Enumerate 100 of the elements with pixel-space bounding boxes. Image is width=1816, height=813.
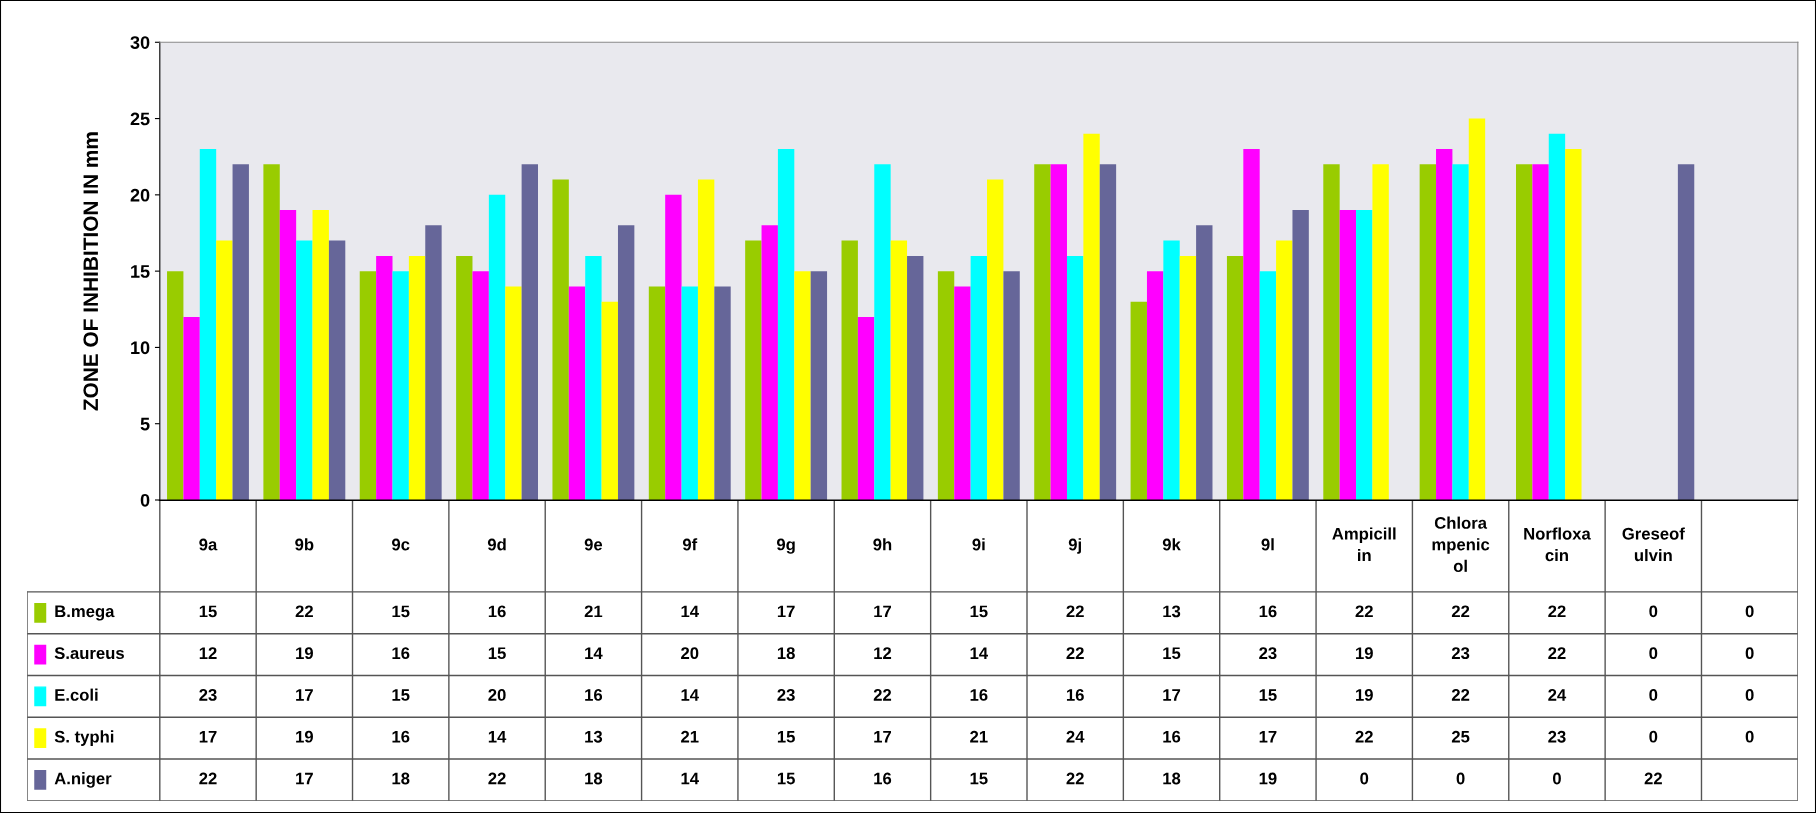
bar: [1179, 255, 1197, 500]
data-label: 15: [777, 772, 795, 785]
data-label: 15: [488, 647, 506, 660]
bar: [408, 255, 426, 500]
data-label: 0: [1745, 605, 1754, 618]
bar: [1292, 210, 1309, 500]
x-tick-label: 9h: [873, 538, 892, 551]
bar: [937, 271, 955, 500]
legend-label: A.niger: [54, 772, 112, 788]
bar: [714, 286, 731, 500]
bar: [601, 301, 618, 500]
data-label: 24: [1548, 689, 1567, 701]
y-tick-label: 30: [130, 36, 150, 50]
x-tick-label: 9f: [682, 538, 698, 551]
data-label: 17: [1163, 689, 1181, 701]
bar: [376, 255, 393, 500]
data-label: 0: [1745, 647, 1754, 660]
bar: [232, 164, 249, 500]
data-label: 0: [1552, 772, 1561, 785]
data-label: 22: [1355, 730, 1373, 743]
data-label: 15: [777, 730, 795, 743]
bar: [1050, 164, 1067, 500]
bar: [777, 149, 795, 500]
bar: [1099, 164, 1117, 500]
legend-label: E.coli: [55, 688, 98, 701]
y-tick-label: 0: [140, 493, 150, 507]
bar: [183, 316, 200, 500]
bar: [841, 240, 858, 500]
data-label: 22: [873, 689, 892, 701]
y-tick-label: 5: [140, 417, 150, 431]
bar: [907, 255, 924, 500]
x-tick-label: 9b: [295, 538, 314, 551]
data-label: 0: [1360, 772, 1369, 785]
data-label: 21: [970, 730, 988, 743]
bar: [1196, 225, 1213, 500]
bar: [987, 179, 1004, 500]
data-label: 16: [392, 647, 410, 660]
data-label: 22: [1066, 647, 1084, 659]
data-label: 0: [1649, 730, 1658, 743]
bar: [1146, 271, 1164, 500]
bar: [697, 179, 715, 500]
bar: [392, 271, 409, 500]
data-label: 17: [296, 689, 313, 701]
x-tick-label: 9i: [972, 538, 985, 551]
data-label: 17: [874, 730, 892, 743]
bar: [425, 225, 442, 500]
data-label: 14: [970, 647, 988, 659]
x-tick-label: 9c: [392, 538, 410, 551]
x-tick-label: 9g: [776, 538, 795, 554]
data-label: 22: [1644, 772, 1662, 785]
data-label: 15: [392, 689, 410, 701]
bar: [456, 255, 473, 500]
data-label: 14: [681, 689, 699, 701]
bar: [1419, 164, 1437, 500]
data-label: 14: [681, 772, 699, 785]
x-tick-label: 9d: [487, 538, 506, 551]
data-label: 15: [1163, 647, 1181, 660]
bar: [488, 194, 506, 500]
bar: [1130, 301, 1147, 500]
bar: [279, 210, 297, 500]
data-label: 22: [199, 772, 217, 785]
bar: [216, 240, 233, 500]
legend-label: S.aureus: [54, 647, 124, 660]
bar: [472, 271, 489, 500]
bar: [745, 240, 762, 500]
data-label: 18: [777, 647, 795, 660]
bar: [1066, 255, 1084, 500]
data-label: 19: [1356, 647, 1373, 660]
data-label: 0: [1649, 647, 1658, 660]
data-label: 13: [1163, 605, 1181, 618]
x-tick-label: 9k: [1162, 538, 1181, 551]
data-label: 16: [585, 689, 603, 701]
data-label: 15: [970, 605, 988, 618]
data-label: 15: [970, 772, 988, 785]
data-label: 22: [1548, 605, 1566, 618]
data-label: 19: [296, 730, 313, 743]
bar: [1516, 164, 1533, 500]
bar: [1259, 271, 1277, 500]
bar: [1083, 133, 1100, 500]
data-label: 17: [296, 772, 313, 785]
bar: [312, 210, 329, 500]
bar: [890, 240, 908, 500]
bar: [681, 286, 698, 500]
bar: [1003, 271, 1020, 500]
data-label: 0: [1745, 730, 1754, 743]
bar: [874, 164, 891, 500]
bar: [1372, 164, 1389, 500]
bar: [1163, 240, 1180, 500]
y-tick-label: 15: [131, 265, 150, 278]
data-label: 22: [1548, 647, 1566, 659]
bar: [954, 286, 971, 500]
data-label: 17: [1259, 730, 1277, 743]
bar: [648, 286, 666, 500]
bar: [1339, 210, 1357, 500]
data-label: 12: [199, 647, 217, 659]
bar: [1226, 255, 1244, 500]
x-tick-label: 9l: [1261, 538, 1274, 551]
bar: [263, 164, 280, 500]
y-tick-label: 20: [130, 188, 150, 202]
data-label: 22: [1066, 772, 1084, 785]
